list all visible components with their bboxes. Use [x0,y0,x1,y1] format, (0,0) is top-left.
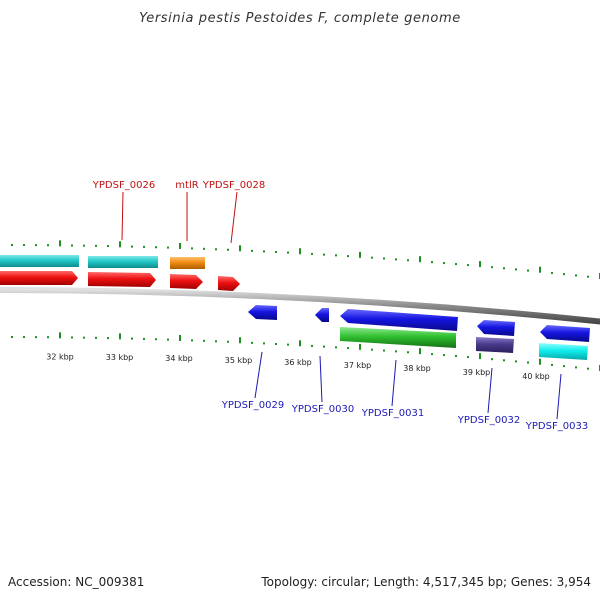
feature-green[interactable] [340,327,456,348]
kbp-label: 40 kbp [522,372,550,381]
gene-label-ypdsf-0033[interactable]: YPDSF_0033 [525,421,588,432]
feature-aqua[interactable] [539,343,588,360]
leader-line [230,191,238,244]
cds-red-3[interactable] [170,274,203,289]
cds-blue-2[interactable] [315,308,329,322]
gene-label-ypdsf-0030[interactable]: YPDSF_0030 [291,404,354,415]
reverse-strand-features [248,305,590,360]
genome-summary-text: Topology: circular; Length: 4,517,345 bp… [260,575,591,589]
cds-blue-5[interactable] [540,325,590,342]
feature-purple[interactable] [476,337,514,353]
leader-line [254,351,263,399]
tick-marks-top [11,240,600,279]
gene-labels-bottom: YPDSF_0029 YPDSF_0030 YPDSF_0031 YPDSF_0… [221,351,588,432]
kbp-label: 38 kbp [403,364,431,373]
cds-blue-3[interactable] [340,309,458,331]
forward-strand-features [0,255,240,291]
kbp-label: 33 kbp [106,353,134,362]
genome-backbone [0,287,600,325]
gene-label-ypdsf-0032[interactable]: YPDSF_0032 [457,415,520,426]
feature-cyan-2[interactable] [88,256,158,268]
kbp-label: 37 kbp [344,361,372,370]
leader-line [556,373,562,420]
kbp-label: 34 kbp [165,354,193,363]
gene-label-ypdsf-0026[interactable]: YPDSF_0026 [92,180,155,191]
accession-text: Accession: NC_009381 [8,575,144,589]
leader-line [391,359,397,407]
gene-label-ypdsf-0028[interactable]: YPDSF_0028 [202,180,265,191]
cds-blue-1[interactable] [248,305,277,320]
cds-red-1[interactable] [0,271,78,285]
leader-line [487,367,493,414]
kbp-label: 35 kbp [225,356,253,365]
gene-label-ypdsf-0029[interactable]: YPDSF_0029 [221,400,284,411]
gene-labels-top: YPDSF_0026 mtlR YPDSF_0028 [92,180,265,244]
feature-cyan-1[interactable] [0,255,79,267]
genome-title: Yersinia pestis Pestoides F, complete ge… [139,11,461,26]
kbp-label: 39 kbp [463,368,491,377]
tick-marks-bottom [11,332,600,371]
kbp-label: 32 kbp [46,352,74,361]
gene-label-mtlr[interactable]: mtlR [175,180,198,191]
leader-line [319,355,323,403]
gene-label-ypdsf-0031[interactable]: YPDSF_0031 [361,408,424,419]
feature-orange[interactable] [170,257,205,269]
cds-blue-4[interactable] [477,320,515,336]
kbp-scale-labels: 32 kbp 33 kbp 34 kbp 35 kbp 36 kbp 37 kbp 38 k… [46,352,550,381]
leader-line [121,191,124,241]
kbp-label: 36 kbp [284,358,312,367]
cds-red-4[interactable] [218,276,240,291]
cds-red-2[interactable] [88,272,156,287]
